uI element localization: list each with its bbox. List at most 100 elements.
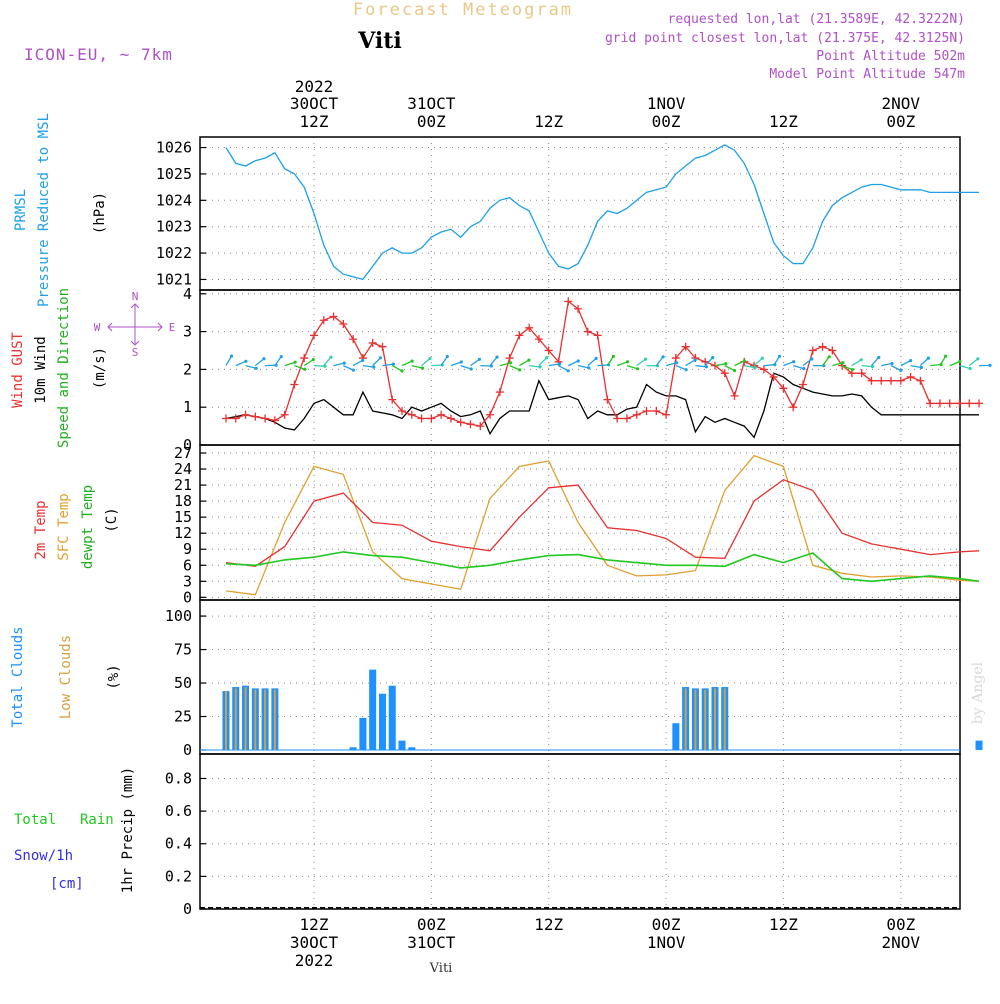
wind-gust-marker [427, 415, 435, 423]
temp-tick-label: 27 [174, 444, 192, 462]
top-hour-label: 00Z [652, 112, 681, 131]
wind-tick-label: 2 [183, 360, 192, 378]
wind-gust-marker [633, 411, 641, 419]
precip-label-cm: [cm] [50, 876, 84, 892]
requested-coords: requested lon,lat (21.3589E, 42.3222N) [668, 12, 965, 27]
wind-direction-arrow [901, 359, 912, 366]
wind-tick-label: 1 [183, 398, 192, 416]
wind-direction-arrow [940, 355, 947, 366]
wind-gust-marker [242, 411, 250, 419]
wind-direction-arrow [959, 366, 971, 370]
total-cloud-bar [350, 747, 357, 750]
bottom-hour-label: 00Z [417, 915, 446, 934]
clouds-tick-label: 25 [174, 708, 192, 726]
bottom-date-label: 2NOV [882, 933, 921, 952]
bottom-hour-label: 12Z [769, 915, 798, 934]
temp-tick-label: 9 [183, 540, 192, 558]
wind-direction-arrow [920, 357, 930, 366]
precip-tick-label: 0 [183, 900, 192, 918]
clouds-tick-label: 100 [165, 607, 192, 625]
total-cloud-bar [359, 718, 366, 750]
wind-gust-marker [457, 418, 465, 426]
wind-gust-marker [466, 420, 474, 428]
pressure-tick-label: 1023 [156, 218, 192, 236]
total-cloud-bar [408, 747, 415, 750]
precip-label-total: Total [14, 812, 56, 828]
wind-gust-marker [809, 346, 817, 354]
total-cloud-bar [369, 670, 376, 750]
wind-direction-arrow [666, 361, 678, 365]
temp-labels: 2m Temp SFC Temp dewpt Temp (C) [33, 485, 120, 569]
wind-gust-marker [975, 399, 983, 407]
wind-direction-arrow [422, 357, 432, 366]
bottom-date-label: 31OCT [407, 933, 456, 952]
precip-tick-label: 0.2 [165, 867, 192, 885]
bottom-hour-label: 00Z [886, 915, 915, 934]
wind-label-c: Speed and Direction [56, 288, 72, 448]
wind-direction-arrow [441, 355, 449, 366]
wind-gust-marker [907, 373, 915, 381]
low-cloud-bar [685, 688, 687, 750]
wind-direction-arrow [637, 358, 647, 366]
total-cloud-bar [976, 741, 983, 750]
wind-direction-arrow [343, 366, 355, 372]
pressure-unit: (hPa) [92, 192, 108, 234]
low-cloud-bar [264, 690, 266, 750]
low-cloud-bar [235, 688, 237, 750]
temp-label-b: SFC Temp [56, 493, 72, 560]
clouds-tick-label: 50 [174, 674, 192, 692]
wind-direction-arrow [519, 359, 530, 366]
wind-gust-marker [897, 377, 905, 385]
pressure-tick-label: 1025 [156, 165, 192, 183]
temp-frame [200, 445, 960, 600]
wind-gust-marker [662, 411, 670, 419]
wind-gust-marker [623, 415, 631, 423]
wind-direction-arrow [588, 357, 598, 366]
top-hour-label: 00Z [417, 112, 446, 131]
wind-direction-arrow [392, 366, 403, 373]
wind-direction-arrow [236, 360, 248, 366]
wind-gust-marker [643, 407, 651, 415]
wind-direction-arrow [382, 363, 395, 366]
compass-east-label: E [169, 321, 176, 334]
wind-gust-marker [506, 354, 514, 362]
wind-gust-marker [877, 377, 885, 385]
top-date-label: 31OCT [407, 94, 456, 113]
wind-direction-arrow [490, 356, 499, 366]
temp-tick-label: 18 [174, 492, 192, 510]
total-cloud-bar [672, 723, 679, 750]
precip-unit: 1hr Precip (mm) [120, 767, 136, 893]
wind-gust-marker [290, 381, 298, 389]
wind-gust-marker [408, 411, 416, 419]
wind-direction-arrow [656, 355, 664, 365]
bottom-date-label: 30OCT [290, 933, 339, 952]
wind-direction-arrow [715, 362, 727, 366]
model-altitude: Model Point Altitude 547m [769, 67, 965, 82]
wind-direction-arrow [500, 361, 512, 365]
wind-direction-arrow [881, 362, 893, 366]
wind-gust-marker [261, 415, 269, 423]
wind-gust-marker [828, 346, 836, 354]
wind-gust-marker [447, 415, 455, 423]
wind-direction-arrow [363, 366, 376, 369]
wind-gust-marker [946, 399, 954, 407]
wind-direction-arrow [969, 357, 979, 365]
precip-frame [200, 754, 960, 909]
wind-direction-arrow [461, 366, 473, 371]
wind-gust-marker [652, 407, 660, 415]
precip-label-rain: Rain [80, 812, 114, 828]
low-cloud-bar [694, 690, 696, 750]
temp-label-a: 2m Temp [33, 500, 49, 559]
wind-direction-arrow [549, 362, 561, 365]
wind-direction-arrow [470, 358, 481, 366]
wind-direction-arrow [852, 358, 863, 365]
low-cloud-bar [225, 691, 227, 750]
clouds-tick-label: 0 [183, 741, 192, 759]
wind-gust-marker [310, 331, 318, 339]
wind-gust-marker [584, 328, 592, 336]
wind-gust-marker [594, 331, 602, 339]
footer-station: Viti [429, 961, 453, 976]
temp-tick-label: 15 [174, 508, 192, 526]
